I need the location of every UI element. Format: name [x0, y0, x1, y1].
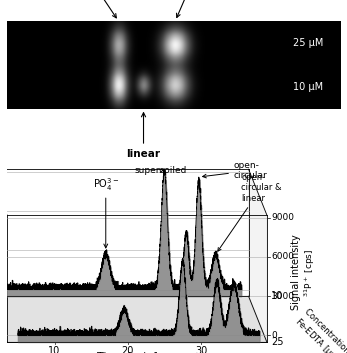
Text: supercoiled: supercoiled — [62, 0, 118, 18]
Text: 25 μM: 25 μM — [294, 38, 324, 48]
Text: 3000: 3000 — [271, 292, 294, 301]
Polygon shape — [0, 296, 267, 342]
Text: Concentration of
Fe-EDTA [μmol·L$^{-1}$]: Concentration of Fe-EDTA [μmol·L$^{-1}$] — [291, 307, 347, 353]
Text: open-
circular &
linear: open- circular & linear — [218, 173, 282, 251]
Text: 6000: 6000 — [271, 252, 294, 262]
Text: 10: 10 — [271, 291, 283, 301]
Text: 30: 30 — [195, 346, 207, 353]
Text: Time [min]: Time [min] — [98, 351, 158, 353]
Text: 25: 25 — [271, 337, 284, 347]
Text: open-
circular: open- circular — [203, 161, 268, 180]
Text: 0: 0 — [271, 331, 277, 340]
Polygon shape — [0, 169, 7, 342]
Text: PO$_4^{3-}$: PO$_4^{3-}$ — [93, 176, 119, 248]
Text: 9000: 9000 — [271, 213, 294, 222]
Text: supercoiled: supercoiled — [135, 166, 187, 175]
Text: 10 μM: 10 μM — [294, 82, 323, 92]
Text: Signal intensity: Signal intensity — [291, 235, 301, 311]
Text: $^{31}$P$^+$ [cps]: $^{31}$P$^+$ [cps] — [302, 249, 316, 297]
Text: 10: 10 — [48, 346, 61, 353]
Polygon shape — [248, 169, 267, 342]
Text: 20: 20 — [121, 346, 134, 353]
Text: linear: linear — [127, 113, 161, 159]
Text: open-circular: open-circular — [161, 0, 226, 18]
